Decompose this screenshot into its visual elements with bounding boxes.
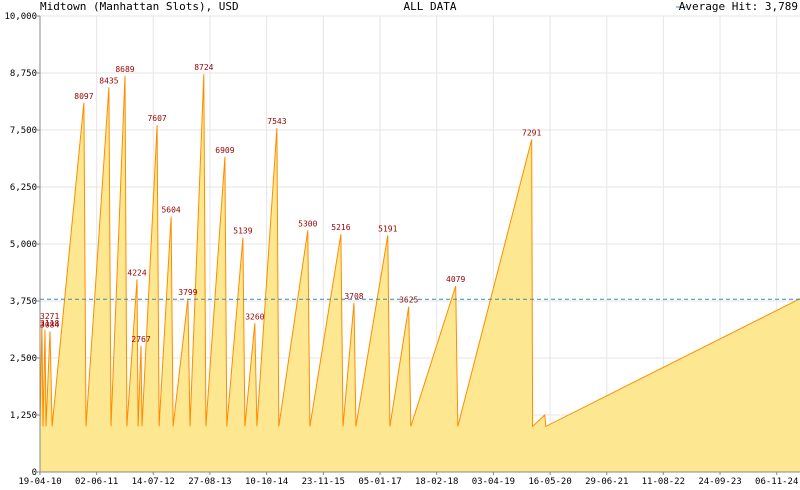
x-tick-label: 19-04-10 — [18, 477, 61, 487]
data-label: 3625 — [399, 296, 418, 305]
data-label: 3271 — [40, 312, 59, 321]
data-label: 4079 — [446, 275, 465, 284]
data-label: 7607 — [147, 114, 166, 123]
data-label: 8435 — [99, 76, 118, 85]
data-label: 3260 — [245, 312, 264, 321]
data-label: 3118 — [40, 319, 59, 328]
y-tick-label: 6,250 — [10, 183, 37, 193]
data-label: 6909 — [215, 146, 234, 155]
data-label: 5191 — [378, 224, 397, 233]
x-tick-label: 03-04-19 — [472, 477, 515, 487]
y-tick-label: 10,000 — [4, 12, 37, 22]
y-tick-label: 2,500 — [10, 354, 37, 364]
x-tick-label: 02-06-11 — [75, 477, 118, 487]
x-tick-label: 23-11-15 — [302, 477, 345, 487]
y-tick-label: 7,500 — [10, 126, 37, 136]
x-tick-label: 06-11-24 — [755, 477, 798, 487]
data-label: 7291 — [522, 129, 541, 138]
x-tick-label: 14-07-12 — [132, 477, 175, 487]
area — [40, 74, 800, 472]
y-tick-label: 0 — [32, 468, 37, 478]
data-label: 3708 — [344, 292, 363, 301]
data-label: 8097 — [74, 92, 93, 101]
y-tick-label: 8,750 — [10, 69, 37, 79]
data-label: 8689 — [115, 65, 134, 74]
x-tick-label: 10-10-14 — [245, 477, 288, 487]
data-label: 7543 — [267, 117, 286, 126]
x-tick-label: 29-06-21 — [585, 477, 628, 487]
y-tick-label: 1,250 — [10, 411, 37, 421]
legend-label: Average Hit: 3,789 — [679, 0, 798, 13]
data-label: 8724 — [194, 63, 213, 72]
x-tick-label: 18-02-18 — [415, 477, 458, 487]
chart-title: Midtown (Manhattan Slots), USD — [40, 0, 239, 13]
x-tick-label: 24-09-23 — [698, 477, 741, 487]
data-label: 5604 — [161, 205, 180, 214]
data-label: 3799 — [178, 288, 197, 297]
x-tick-label: 05-01-17 — [358, 477, 401, 487]
data-label: 5216 — [331, 223, 350, 232]
data-label: 3084 — [40, 320, 59, 329]
x-tick-label: 27-08-13 — [188, 477, 231, 487]
y-tick-label: 5,000 — [10, 240, 37, 250]
chart-subtitle: ALL DATA — [404, 0, 457, 13]
data-label: 2767 — [131, 335, 150, 344]
data-label: 4224 — [127, 268, 146, 277]
data-label: 5139 — [233, 227, 252, 236]
line — [39, 74, 800, 428]
x-tick-label: 11-08-22 — [642, 477, 685, 487]
y-tick-label: 3,750 — [10, 297, 37, 307]
data-label: 5300 — [298, 219, 317, 228]
x-tick-label: 16-05-20 — [528, 477, 571, 487]
